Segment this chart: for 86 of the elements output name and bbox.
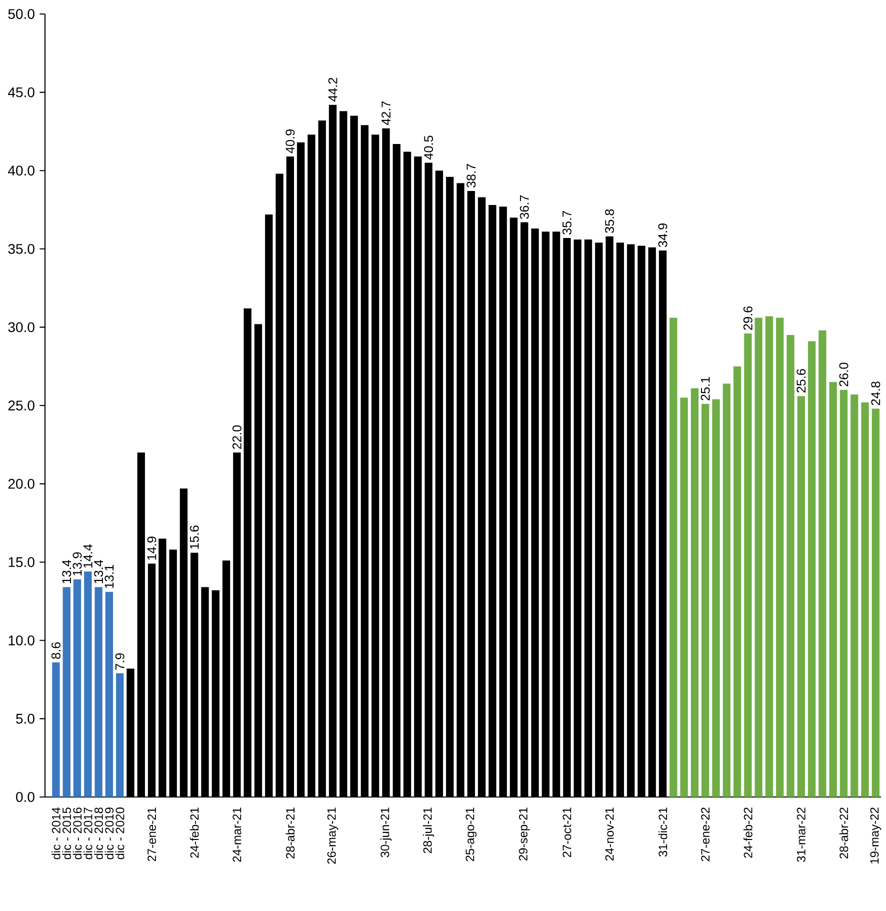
bar (840, 390, 848, 797)
y-tick-label: 40.0 (8, 166, 35, 176)
bar (786, 335, 795, 797)
x-tick-label: dic - 2018 (94, 808, 104, 860)
data-label: 25.1 (701, 376, 710, 400)
data-label: 13.9 (73, 552, 82, 576)
data-label: 13.1 (104, 564, 114, 588)
bar (712, 399, 720, 797)
bar (63, 587, 71, 797)
data-label: 40.5 (424, 136, 434, 160)
bar (818, 330, 827, 797)
y-tick-label: 50.0 (8, 9, 35, 19)
data-label: 13.4 (94, 560, 104, 584)
x-tick-label: dic - 2019 (105, 808, 114, 860)
x-tick-label: 24-nov-21 (606, 808, 614, 860)
x-tick-label: 28-jul-21 (423, 808, 434, 854)
data-label: 35.8 (605, 209, 614, 233)
x-tick-label: 24-mar-21 (232, 808, 242, 862)
x-tick-label: 27-oct-21 (562, 808, 572, 858)
bar (744, 333, 752, 797)
bar (872, 408, 880, 797)
y-tick-label: 35.0 (8, 244, 35, 254)
x-tick-label: 24-feb-21 (190, 808, 200, 858)
x-tick-label: dic - 2015 (62, 808, 72, 860)
bar (702, 404, 710, 797)
x-tick-label: 24-feb-22 (744, 808, 753, 858)
bar (798, 396, 806, 797)
data-label: 24.8 (871, 382, 880, 406)
y-tick-label: 25.0 (8, 400, 35, 410)
x-tick-label: dic - 2014 (52, 807, 61, 860)
data-label: 40.9 (286, 130, 295, 154)
data-label: 44.2 (328, 78, 338, 102)
x-tick-label: 26-may-21 (328, 808, 338, 864)
bar (52, 662, 60, 797)
data-label: 22.0 (232, 425, 242, 449)
data-label: 42.7 (382, 101, 391, 126)
bar (754, 318, 763, 797)
x-tick-label: 27-ene-21 (148, 808, 156, 862)
data-label: 14.4 (84, 544, 92, 568)
bar (106, 592, 114, 797)
bar (861, 402, 870, 797)
data-label: 36.7 (520, 195, 530, 219)
bar (680, 398, 688, 797)
y-tick-label: 30.0 (8, 322, 35, 332)
x-tick-label: 28-abr-22 (840, 808, 848, 858)
y-tick-label: 20.0 (8, 478, 35, 489)
data-label: 8.6 (52, 642, 61, 659)
bar (776, 318, 784, 797)
x-tick-label: dic - 2016 (73, 808, 82, 860)
x-tick-label: 30-jun-21 (380, 808, 392, 858)
bar (670, 318, 678, 797)
x-tick-label: 25-ago-21 (466, 808, 477, 862)
x-tick-label: 31-dic-21 (658, 808, 668, 857)
y-tick-label: 45.0 (8, 87, 35, 98)
data-label: 26.0 (839, 362, 848, 386)
y-tick-label: 10.0 (9, 635, 35, 646)
data-label: 7.9 (116, 653, 125, 670)
bar (94, 587, 103, 797)
x-tick-label: 19-may-22 (870, 808, 882, 864)
bar (734, 366, 742, 797)
data-label: 34.9 (658, 223, 668, 248)
data-label: 29.6 (744, 306, 753, 330)
x-tick-label: 28-abr-21 (286, 808, 295, 858)
data-label: 14.9 (148, 536, 156, 560)
data-label: 25.6 (796, 369, 806, 393)
bar (723, 384, 731, 797)
data-label: 15.6 (190, 526, 200, 549)
bar (691, 388, 699, 797)
bar (829, 382, 838, 797)
x-tick-label: 29-sep-21 (519, 808, 530, 860)
x-tick-label: dic - 2020 (116, 808, 124, 860)
y-tick-label: 0.0 (16, 792, 35, 802)
y-tick-label: 15.0 (9, 557, 35, 568)
x-tick-label: 27-ene-22 (701, 808, 710, 862)
x-tick-label: 31-mar-22 (797, 808, 806, 862)
bar (808, 341, 816, 797)
bar (766, 316, 774, 797)
bar (74, 579, 82, 797)
x-tick-label: dic - 2017 (84, 808, 93, 860)
data-label: 38.7 (466, 164, 476, 188)
bar (116, 673, 124, 797)
bar (84, 571, 92, 797)
data-label: 13.4 (62, 560, 72, 584)
y-tick-label: 5.0 (16, 714, 35, 724)
bar (850, 394, 858, 797)
data-label: 35.7 (562, 210, 572, 235)
